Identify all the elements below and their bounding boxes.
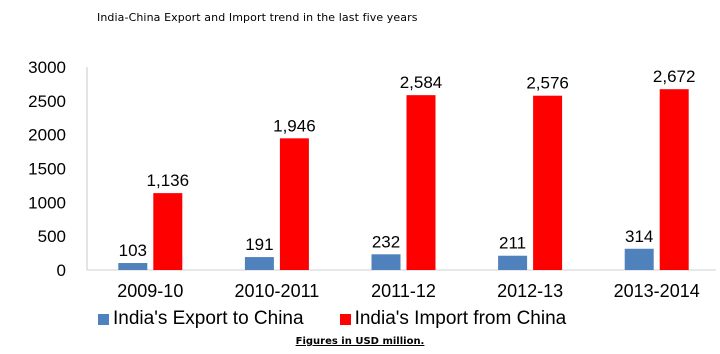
bar-export (371, 254, 401, 270)
chart-title: India-China Export and Import trend in t… (97, 11, 418, 24)
x-tick-label: 2011-12 (371, 281, 436, 300)
bar-export (624, 248, 654, 270)
legend-item-export: India's Export to China (98, 308, 304, 330)
bar-import (406, 95, 436, 271)
data-label-import: 2,584 (400, 73, 443, 92)
legend-label-import: India's Import from China (354, 308, 567, 329)
y-tick-label: 500 (38, 227, 66, 246)
footnote: Figures in USD million. (295, 336, 425, 347)
x-tick-label: 2010-2011 (235, 281, 320, 300)
legend-label-export: India's Export to China (113, 308, 304, 329)
y-tick-label: 0 (57, 261, 66, 280)
data-label-export: 232 (372, 232, 400, 251)
bar-import (533, 95, 563, 270)
bar-chart: 0 500 1000 1500 2000 2500 3000 103 1,136 2009-10 1… (28, 58, 716, 300)
bar-export (118, 263, 148, 270)
legend-item-import: India's Import from China (339, 308, 567, 330)
y-tick-label: 3000 (28, 58, 66, 77)
data-label-import: 1,136 (147, 171, 190, 190)
y-tick-label: 1500 (28, 160, 66, 179)
x-tick-label: 2009-10 (117, 281, 183, 300)
legend-swatch-import (339, 313, 351, 325)
data-label-export: 314 (625, 227, 653, 246)
y-tick-label: 1000 (28, 193, 66, 212)
data-label-import: 1,946 (273, 116, 316, 135)
y-tick-label: 2000 (28, 126, 66, 145)
data-label-import: 2,576 (526, 74, 569, 93)
bar-export (244, 257, 274, 270)
data-label-export: 191 (245, 235, 273, 254)
data-label-export: 103 (119, 241, 147, 260)
data-label-export: 211 (499, 234, 526, 253)
legend-swatch-export (98, 313, 109, 325)
x-tick-label: 2012-13 (497, 281, 563, 300)
x-tick-label: 2013-2014 (614, 281, 700, 300)
bar-import (659, 89, 689, 270)
bar-export (498, 255, 528, 270)
bar-import (279, 138, 309, 270)
legend: India's Export to China India's Import f… (98, 308, 566, 330)
data-label-import: 2,672 (653, 67, 696, 86)
bar-import (153, 193, 183, 270)
y-tick-label: 2500 (28, 92, 66, 111)
